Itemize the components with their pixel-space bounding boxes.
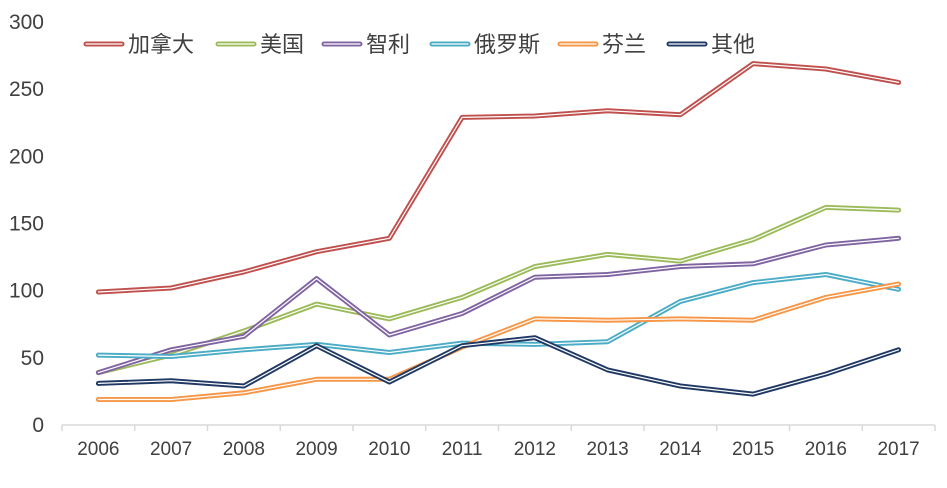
x-tick-label: 2016 <box>805 439 847 460</box>
x-tick-label: 2015 <box>732 439 774 460</box>
series-line-inner <box>97 206 900 374</box>
y-tick-label: 250 <box>9 78 44 101</box>
legend-item: 其他 <box>666 32 755 57</box>
legend-item: 智利 <box>321 32 410 57</box>
series-line <box>95 61 902 295</box>
series-line <box>95 204 902 376</box>
legend-label: 其他 <box>711 32 755 57</box>
x-tick-label: 2010 <box>368 439 410 460</box>
x-tick-label: 2009 <box>295 439 337 460</box>
y-tick-label: 100 <box>9 280 44 303</box>
legend-item: 芬兰 <box>557 32 646 57</box>
legend-label: 智利 <box>366 32 410 57</box>
y-tick-label: 50 <box>21 347 44 370</box>
series-layer <box>95 61 902 402</box>
series-line-inner <box>97 62 900 293</box>
series-line-inner <box>97 283 900 401</box>
y-tick-label: 150 <box>9 213 44 236</box>
y-tick-label: 200 <box>9 145 44 168</box>
x-tick-label: 2014 <box>659 439 702 460</box>
x-tick-label: 2013 <box>586 439 628 460</box>
legend-label: 俄罗斯 <box>474 32 540 57</box>
series-line <box>95 281 902 402</box>
legend-label: 芬兰 <box>602 32 646 57</box>
x-tick-label: 2007 <box>150 439 192 460</box>
x-tick-label: 2012 <box>514 439 556 460</box>
x-tick-label: 2017 <box>877 439 919 460</box>
legend-label: 美国 <box>260 32 304 57</box>
legend-item: 美国 <box>215 32 304 57</box>
x-tick-label: 2006 <box>77 439 119 460</box>
series-line-inner <box>97 237 900 374</box>
series-line-inner <box>97 337 900 395</box>
legend: 加拿大 美国 智利 俄罗斯 芬兰 其他 <box>83 32 755 57</box>
y-tick-label: 0 <box>32 414 44 437</box>
series-line-outer <box>95 204 902 376</box>
x-axis: 2006 2007 2008 2009 2010 2011 2012 2013 2014 2015… <box>61 424 936 460</box>
legend-item: 俄罗斯 <box>429 32 540 57</box>
y-axis: 0 50 100 150 200 250 300 <box>9 11 44 437</box>
y-tick-label: 300 <box>9 11 44 34</box>
x-tick-label: 2011 <box>442 439 483 460</box>
legend-item: 加拿大 <box>83 32 194 57</box>
legend-label: 加拿大 <box>128 32 194 57</box>
series-line <box>95 335 902 397</box>
x-tick-label: 2008 <box>223 439 265 460</box>
series-line <box>95 235 902 376</box>
